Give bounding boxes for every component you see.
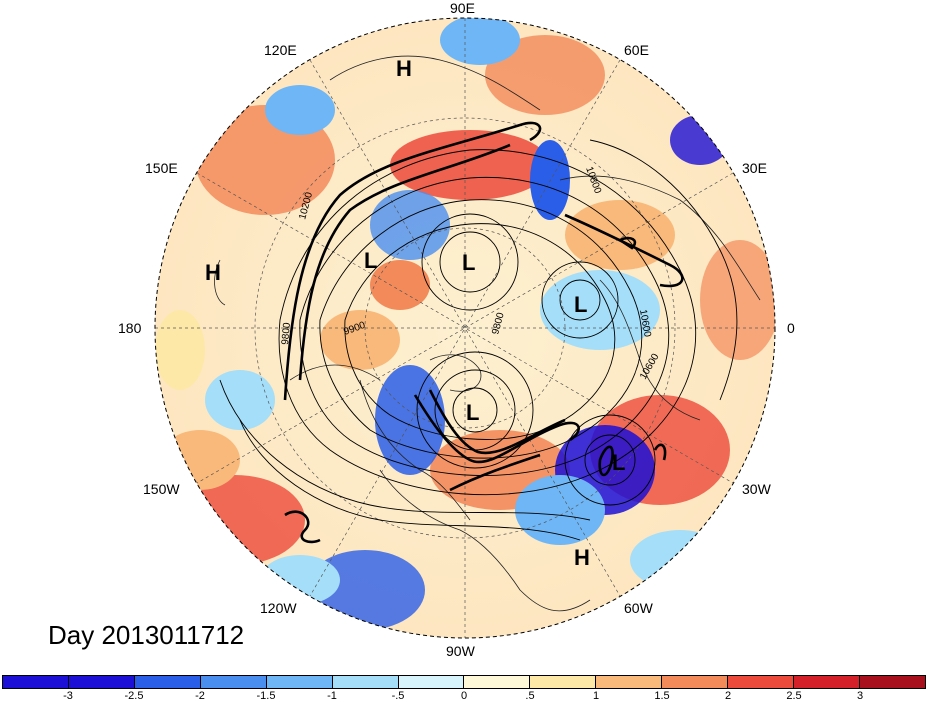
low-center-label: L [364,248,377,273]
colorbar-segment [728,676,795,688]
low-center-label: L [462,250,475,275]
lon-label-60e: 60E [624,42,649,58]
lon-label-60w: 60W [624,600,653,616]
lon-label-30w: 30W [742,481,771,497]
colorbar-tick-label: -.5 [391,690,405,702]
high-center-label: H [205,260,221,285]
colorbar-segment [530,676,597,688]
colorbar-tick-label: 2 [724,690,732,702]
jet-contours [283,121,684,544]
lon-label-150e: 150E [145,160,178,176]
colorbar-tick-labels: -3 -2.5 -2 -1.5 -1 -.5 0 .5 1 1.5 2 2.5 3 [2,690,926,702]
high-center-label: H [396,56,412,81]
lon-label-90w: 90W [446,643,475,659]
low-center-label: L [466,400,479,425]
contour-label: 10600 [637,309,653,339]
colorbar-segment [794,676,860,688]
date-label: Day 2013011712 [48,620,245,650]
colorbar-segment [662,676,729,688]
colorbar-segment [859,676,925,688]
lon-label-120w: 120W [260,600,297,616]
colorbar-tick-label: -2.5 [124,690,144,702]
colorbar-tick-label: -1 [327,690,337,702]
colorbar-tick-label: 0 [460,690,468,702]
colorbar-segment [596,676,663,688]
colorbar-segment [398,676,465,688]
lon-label-180: 180 [118,320,142,336]
colorbar-segment [464,676,531,688]
colorbar-tick-label: 1 [592,690,600,702]
lon-label-120e: 120E [264,42,297,58]
height-contours [219,139,738,541]
colorbar-tick-label: 2.5 [786,690,802,702]
colorbar-segment [134,676,201,688]
contour-label: 9800 [280,322,293,346]
lon-label-30e: 30E [742,160,767,176]
lon-label-150w: 150W [143,481,180,497]
colorbar [2,675,926,689]
colorbar-tick-label: 1.5 [654,690,670,702]
colorbar-tick-label: -1.5 [256,690,276,702]
colorbar-segment [266,676,333,688]
colorbar-tick-label: .5 [525,690,535,702]
lon-label-90e: 90E [450,0,475,16]
low-center-label: L [574,292,587,317]
colorbar-segment [3,676,69,688]
colorbar-tick-label: 3 [856,690,864,702]
colorbar-tick-label: -2 [195,690,205,702]
colorbar-segment [332,676,399,688]
high-center-label: H [574,545,590,570]
graticule [155,18,775,638]
colorbar-segment [68,676,135,688]
colorbar-tick-label: -3 [63,690,73,702]
colorbar-segment [200,676,267,688]
map-border [154,17,776,639]
pressure-centers: H H H L L L L L [205,56,625,570]
lon-label-0: 0 [787,320,795,336]
low-center-label: L [612,450,625,475]
